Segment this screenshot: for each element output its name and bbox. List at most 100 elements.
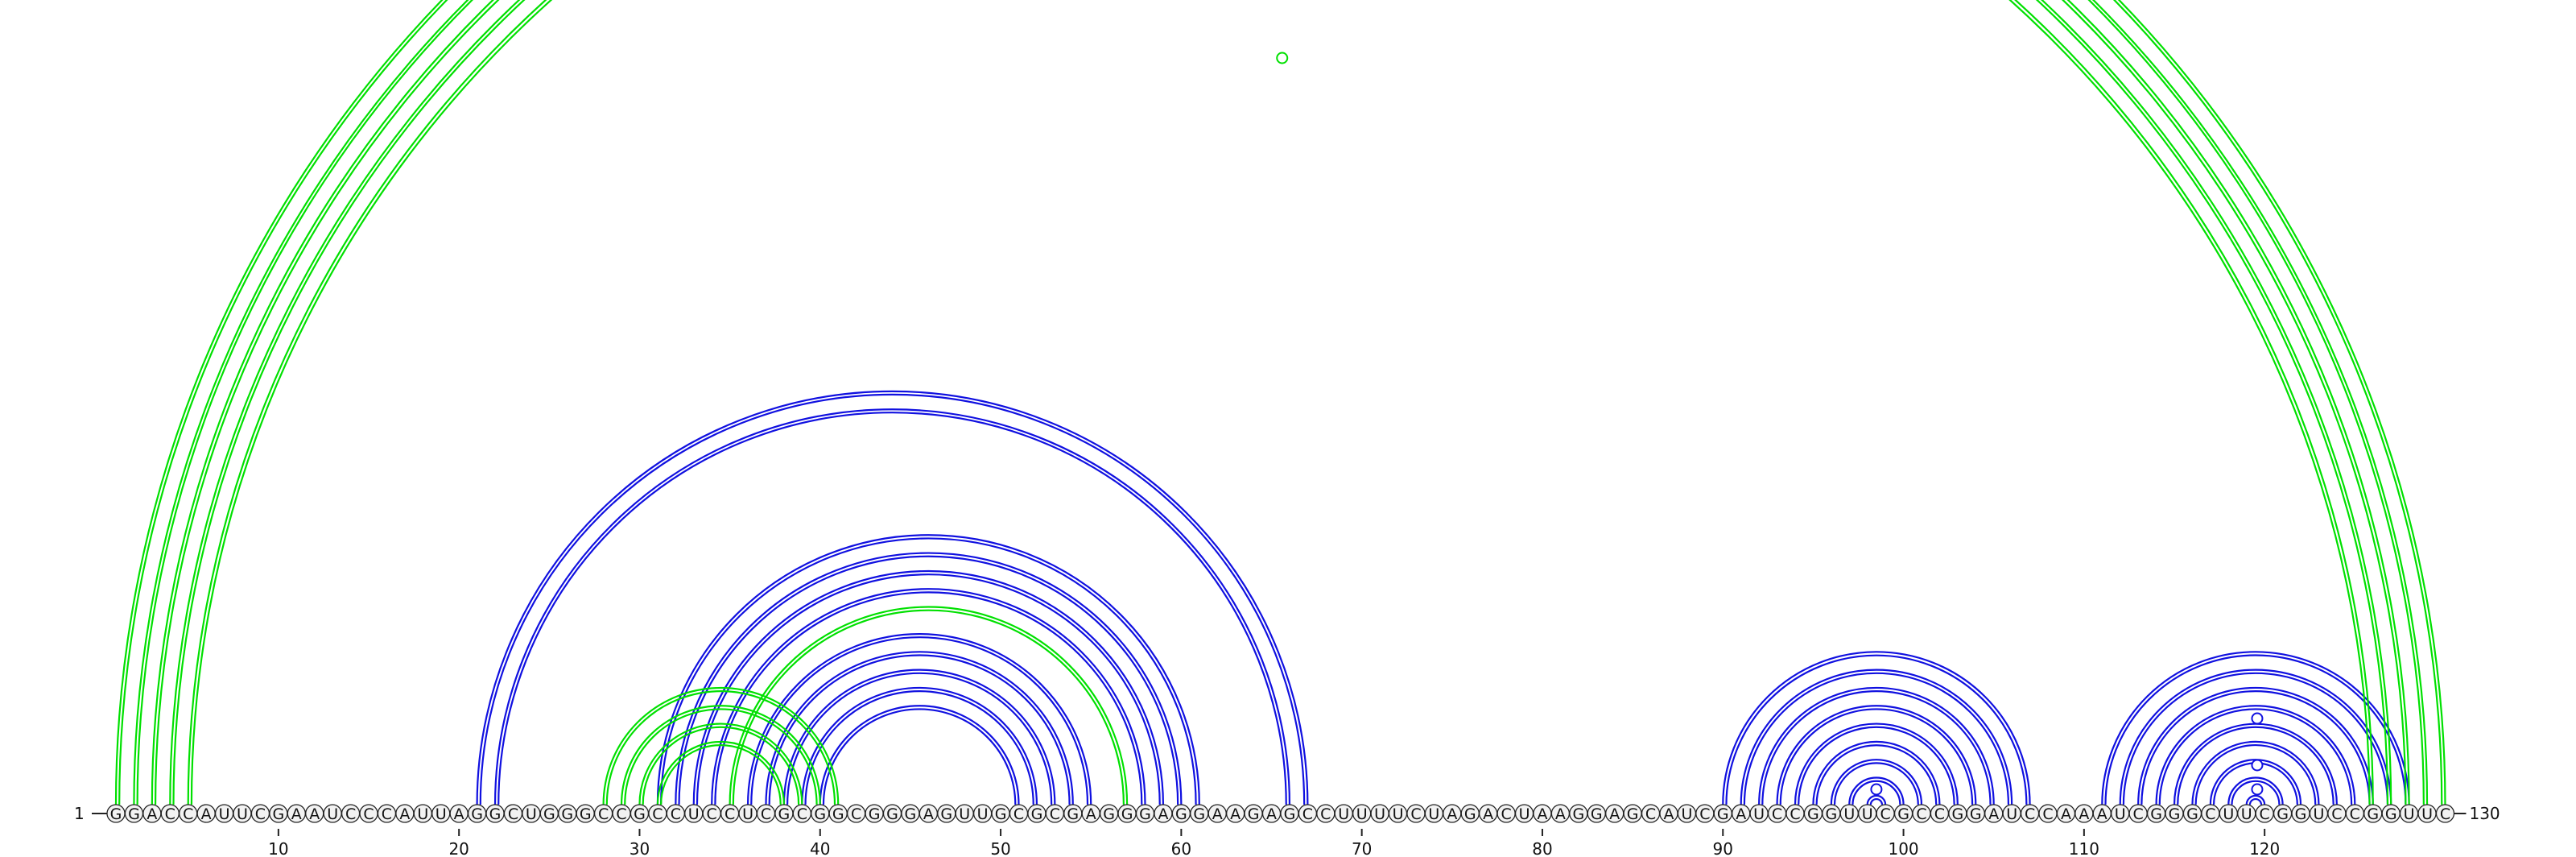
nt-letter-62: A	[1212, 805, 1223, 823]
nt-circle-130	[2435, 804, 2455, 823]
nt-letter-101: C	[1916, 805, 1926, 823]
nt-letter-10: G	[273, 805, 285, 823]
nt-letter-104: G	[1970, 805, 1982, 823]
arc-1-8-1	[642, 726, 800, 805]
arc-0-17-1	[1833, 762, 1919, 805]
arc-0-21-1	[2122, 672, 2389, 805]
arc-0-22-0	[2137, 686, 2374, 805]
arc-0-23-1	[2158, 708, 2353, 805]
tick-label-20: 20	[448, 839, 469, 857]
nt-letter-39: C	[797, 805, 807, 823]
arc-0-4-1	[696, 573, 1161, 805]
arc-1-9-1	[660, 744, 782, 805]
nt-letter-11: A	[291, 805, 302, 823]
nt-letter-127: G	[2385, 805, 2397, 823]
arc-0-11-0	[1722, 651, 2031, 805]
nt-letter-109: A	[2061, 805, 2071, 823]
arc-0-20-0	[2101, 651, 2410, 805]
nt-letter-113: C	[2133, 805, 2144, 823]
arc-1-6-1	[605, 690, 836, 805]
nt-letter-3: A	[147, 805, 157, 823]
nt-letter-26: G	[561, 805, 573, 823]
arc-0-3-1	[678, 555, 1179, 805]
arc-0-23-0	[2155, 705, 2356, 805]
nt-letter-36: U	[742, 805, 753, 823]
nt-letter-79: U	[1519, 805, 1530, 823]
nt-letter-51: C	[1013, 805, 1024, 823]
nt-letter-61: G	[1193, 805, 1205, 823]
tick-label-120: 120	[2249, 839, 2280, 857]
nt-letter-35: C	[724, 805, 735, 823]
arc-1-2-0	[152, 0, 2409, 805]
nt-letter-81: A	[1555, 805, 1566, 823]
nt-letter-102: C	[1934, 805, 1945, 823]
arc-0-10-0	[819, 705, 1020, 805]
nt-letter-32: C	[671, 805, 681, 823]
nt-letter-74: U	[1428, 805, 1439, 823]
nt-letter-98: U	[1862, 805, 1873, 823]
nt-letter-12: A	[309, 805, 320, 823]
nt-letter-1: G	[110, 805, 122, 823]
nt-letter-80: A	[1537, 805, 1547, 823]
arc-0-8-0	[782, 669, 1056, 805]
nt-letter-19: U	[436, 805, 447, 823]
arc-0-28-0	[2245, 794, 2266, 805]
nt-letter-97: U	[1843, 805, 1855, 823]
arc-0-25-1	[2194, 744, 2317, 805]
nt-letter-99: C	[1880, 805, 1890, 823]
nt-letter-107: C	[2025, 805, 2035, 823]
nt-letter-120: C	[2260, 805, 2270, 823]
nt-letter-7: U	[219, 805, 230, 823]
nt-letter-68: C	[1320, 805, 1331, 823]
arc-1-3-0	[169, 0, 2392, 805]
nt-letter-112: U	[2115, 805, 2126, 823]
nt-letter-130: C	[2440, 805, 2450, 823]
nt-letter-96: G	[1825, 805, 1837, 823]
tick-label-60: 60	[1171, 839, 1191, 857]
arc-1-4-1	[190, 0, 2371, 805]
nt-letter-28: C	[598, 805, 609, 823]
nt-letter-114: G	[2150, 805, 2162, 823]
nt-letter-91: A	[1736, 805, 1746, 823]
tick-label-10: 10	[268, 839, 288, 857]
nt-letter-50: G	[995, 805, 1007, 823]
nt-letter-21: G	[471, 805, 483, 823]
nt-letter-69: U	[1338, 805, 1349, 823]
arc-0-10-1	[822, 708, 1017, 805]
arc-0-16-0	[1812, 740, 1941, 805]
nt-letter-9: C	[255, 805, 266, 823]
nt-letter-78: C	[1501, 805, 1511, 823]
nt-letter-64: G	[1248, 805, 1260, 823]
nt-letter-125: C	[2350, 805, 2360, 823]
nt-letter-56: G	[1103, 805, 1115, 823]
arc-0-18-1	[1852, 780, 1901, 805]
arc-0-6-1	[750, 636, 1089, 805]
nt-letter-111: A	[2097, 805, 2107, 823]
tick-label-40: 40	[810, 839, 830, 857]
nt-letter-94: C	[1790, 805, 1800, 823]
nt-letter-38: G	[778, 805, 791, 823]
arc-0-18-0	[1848, 776, 1905, 805]
nt-letter-126: G	[2367, 805, 2379, 823]
nt-letter-85: G	[1627, 805, 1639, 823]
tick-label-80: 80	[1532, 839, 1552, 857]
arc-0-9-0	[801, 686, 1038, 805]
nt-letter-116: G	[2186, 805, 2198, 823]
nt-letter-6: A	[201, 805, 212, 823]
nt-letter-29: C	[616, 805, 626, 823]
nt-letter-71: U	[1374, 805, 1385, 823]
nt-letter-60: G	[1175, 805, 1187, 823]
tick-label-100: 100	[1888, 839, 1918, 857]
nt-letter-8: U	[237, 805, 248, 823]
arc-0-20-1	[2104, 654, 2407, 805]
arc-1-4-0	[188, 0, 2373, 805]
nt-letter-5: C	[183, 805, 193, 823]
arc-1-0-1	[119, 0, 2442, 805]
nt-letter-41: G	[832, 805, 844, 823]
nt-letter-27: G	[580, 805, 592, 823]
arc-0-14-0	[1776, 705, 1977, 805]
nt-letter-72: U	[1393, 805, 1404, 823]
arc-1-3-1	[172, 0, 2389, 805]
nt-letter-119: U	[2241, 805, 2252, 823]
